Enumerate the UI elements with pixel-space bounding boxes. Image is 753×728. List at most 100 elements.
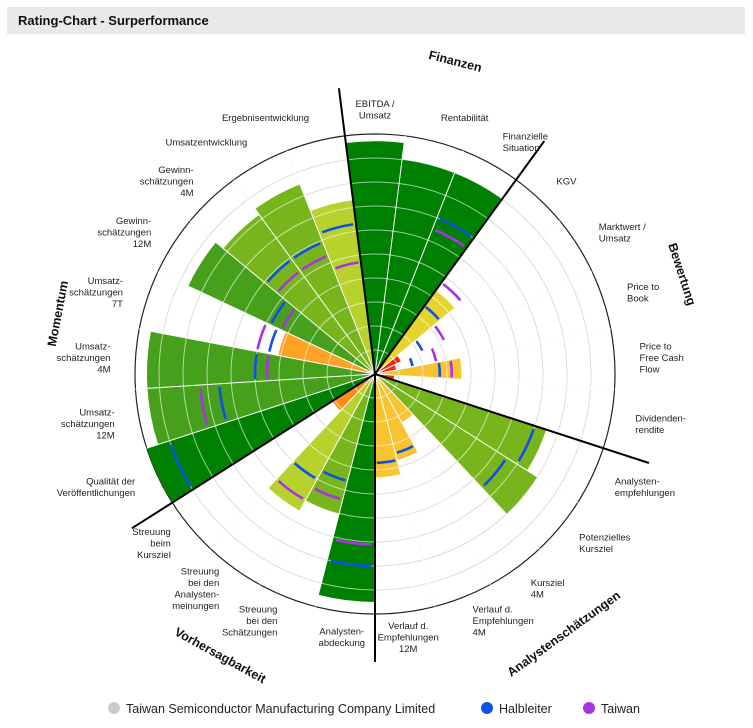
legend-label-company: Taiwan Semiconductor Manufacturing Compa… [126, 702, 436, 716]
bar-14 [305, 374, 375, 514]
group-label-0: Finanzen [427, 48, 483, 75]
sector-marker-20 [268, 329, 278, 352]
bar-17 [146, 374, 375, 503]
sector-marker-12 [376, 459, 396, 465]
bar-19-tick-8 [182, 338, 187, 386]
sector-marker-8 [517, 428, 535, 462]
legend-item-company[interactable]: Taiwan Semiconductor Manufacturing Compa… [108, 702, 435, 716]
sector-marker-4 [415, 340, 424, 352]
bar-15 [268, 374, 375, 511]
group-label-4: Momentum [45, 279, 71, 347]
bar-separator-22 [189, 220, 376, 375]
bar-1 [375, 159, 455, 374]
category-label-19: Umsatz-schätzungen 4M [57, 341, 111, 375]
legend: Taiwan Semiconductor Manufacturing Compa… [0, 700, 753, 722]
bar-23-tick-8 [262, 195, 305, 219]
country-marker-18 [199, 388, 209, 426]
sector-marker-2 [439, 217, 472, 238]
bar-0-tick-8 [351, 181, 399, 184]
bar-separator-7 [374, 373, 615, 390]
category-label-5: Price to Book [627, 282, 659, 305]
legend-item-country[interactable]: Taiwan [583, 702, 640, 716]
category-label-22: Gewinn-schätzungen 4M [140, 165, 194, 199]
category-label-7: Dividenden-rendite [635, 413, 686, 436]
bar-separator-14 [314, 373, 376, 607]
bar-separator-16 [210, 373, 376, 550]
sector-marker-9 [483, 459, 507, 487]
rating-polar-chart: EBITDA / Umsatz Rentabilität Finanzielle Sit… [45, 48, 699, 687]
bar-separator-11 [374, 373, 492, 585]
legend-marker-sector [481, 702, 493, 714]
bar-17-tick-8 [192, 433, 214, 477]
legend-marker-company [108, 702, 120, 714]
bar-19 [146, 331, 375, 388]
bar-separator-5 [374, 271, 593, 375]
category-label-18: Umsatz-schätzungen 12M [61, 408, 115, 442]
category-label-24: Ergebnisentwicklung [222, 113, 309, 124]
category-label-13: Analysten-abdeckung [319, 627, 365, 650]
bar-2-tick-8 [445, 195, 488, 219]
country-marker-14 [314, 487, 341, 501]
bar-19-tick-9 [158, 333, 164, 388]
bar-separator-19 [135, 373, 376, 390]
group-label-2: Analystenschätzungen [505, 588, 623, 679]
country-marker-4 [434, 325, 445, 341]
category-label-10: Kursziel 4M [531, 578, 565, 601]
category-label-20: Umsatz-schätzungen 7T [69, 276, 123, 310]
bar-separator-15 [258, 373, 376, 585]
sector-marker-19 [253, 353, 258, 380]
bar-1-tick-8 [399, 183, 446, 196]
country-marker-21 [281, 309, 296, 329]
bar-24 [310, 200, 375, 374]
legend-item-sector[interactable]: Halbleiter [481, 702, 552, 716]
bar-18-tick-9 [158, 387, 170, 441]
bar-22 [223, 214, 375, 374]
group-divider-17 [131, 373, 376, 530]
bar-separator-4 [374, 220, 561, 375]
category-label-14: Streuung bei den Schätzungen [222, 604, 277, 638]
country-marker-5 [430, 348, 438, 362]
bar-separator-20 [139, 328, 376, 375]
category-label-0: EBITDA / Umsatz [355, 99, 394, 122]
sector-marker-17 [169, 444, 192, 487]
category-label-6: Price to Free Cash Flow [639, 341, 683, 375]
group-divider-0 [337, 88, 376, 375]
sector-marker-15 [293, 462, 316, 480]
bar-separator-9 [374, 373, 578, 504]
country-marker-6 [449, 360, 454, 378]
bar-separator-18 [146, 373, 376, 449]
country-marker-3 [442, 283, 462, 302]
sector-marker-23 [293, 242, 321, 259]
category-label-11: Verlauf d. Empfehlungen 4M [473, 604, 534, 638]
bar-separator-6 [374, 328, 611, 375]
bar-18 [147, 374, 375, 445]
sector-marker-24 [321, 223, 354, 234]
category-label-8: Analysten-empfehlungen [615, 477, 675, 500]
bar-separator-10 [374, 373, 540, 550]
country-marker-19 [265, 355, 270, 379]
category-label-3: KGV [556, 176, 577, 187]
bar-separator-12 [374, 373, 436, 607]
bar-0-tick-9 [348, 157, 402, 161]
bar-separator-24 [286, 150, 376, 375]
category-label-12: Verlauf d. Empfehlungen 12M [378, 621, 439, 655]
bar-2 [375, 173, 502, 374]
sector-marker-5 [408, 357, 414, 367]
bar-3 [375, 290, 455, 374]
country-marker-20 [256, 324, 267, 350]
country-marker-15 [277, 479, 304, 500]
sector-marker-3 [424, 306, 440, 321]
chart-header-bar: Rating-Chart - Surperformance [7, 7, 745, 34]
category-label-16: Streuung beim Kursziel [132, 527, 171, 561]
bar-0 [346, 141, 404, 374]
bar-22-tick-8 [226, 218, 263, 252]
bar-21-tick-8 [200, 251, 228, 293]
sector-marker-13 [330, 559, 372, 568]
category-label-23: Umsatzentwicklung [165, 137, 247, 148]
group-divider-8 [374, 373, 650, 464]
sector-marker-18 [218, 386, 227, 420]
sector-marker-11 [396, 445, 414, 454]
country-marker-24 [335, 261, 359, 270]
bar-16 [332, 374, 375, 411]
bar-8 [375, 374, 547, 471]
